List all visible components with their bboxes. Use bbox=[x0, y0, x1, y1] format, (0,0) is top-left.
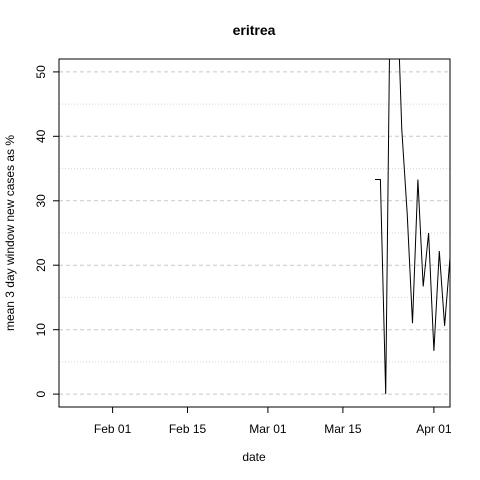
y-tick-label-5: 50 bbox=[34, 65, 48, 79]
y-tick-label-3: 30 bbox=[34, 194, 48, 208]
x-axis-label: date bbox=[242, 450, 266, 464]
y-tick-label-1: 10 bbox=[34, 323, 48, 337]
series-line-0 bbox=[375, 59, 450, 395]
x-tick-label-1: Feb 15 bbox=[169, 422, 207, 436]
y-axis-label: mean 3 day window new cases as % bbox=[3, 135, 17, 331]
y-tick-label-2: 20 bbox=[34, 258, 48, 272]
x-tick-label-0: Feb 01 bbox=[94, 422, 132, 436]
series-layer bbox=[375, 59, 450, 395]
y-tick-label-4: 40 bbox=[34, 129, 48, 143]
grid bbox=[59, 71, 450, 395]
plot-frame bbox=[58, 58, 451, 408]
x-tick-label-3: Mar 15 bbox=[324, 422, 362, 436]
x-tick-label-4: Apr 01 bbox=[416, 422, 452, 436]
x-axis: Feb 01 Feb 15 Mar 01 Mar 15 Apr 01 bbox=[94, 407, 452, 436]
x-tick-label-2: Mar 01 bbox=[249, 422, 287, 436]
y-axis: 0 10 20 30 40 50 bbox=[34, 65, 59, 397]
chart-title: eritrea bbox=[233, 22, 276, 38]
y-tick-label-0: 0 bbox=[34, 390, 48, 397]
